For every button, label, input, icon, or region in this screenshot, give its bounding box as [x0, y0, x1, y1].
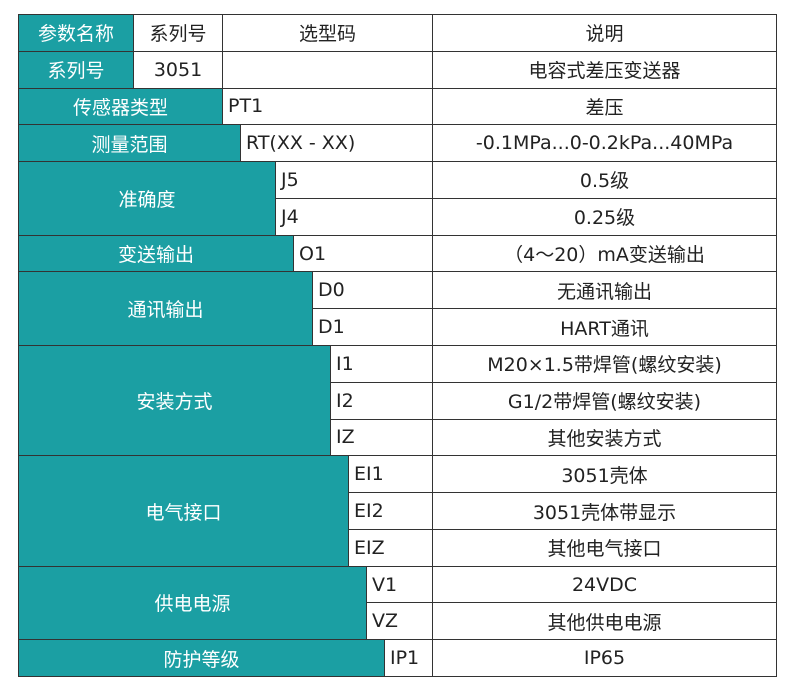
- header-cell: 说明: [432, 14, 777, 52]
- description: HART通讯: [432, 308, 777, 346]
- description: 0.5级: [432, 161, 777, 199]
- description: 3051壳体带显示: [432, 492, 777, 530]
- option-code: J4: [275, 197, 433, 236]
- param-name: 准确度: [18, 161, 276, 236]
- description: -0.1MPa...0-0.2kPa...40MPa: [432, 124, 777, 163]
- header-cell: 选型码: [222, 14, 433, 52]
- empty-cell: [222, 50, 433, 89]
- description: 差压: [432, 87, 777, 126]
- description: G1/2带焊管(螺纹安装): [432, 381, 777, 420]
- header-cell: 系列号: [133, 14, 223, 52]
- option-code: I1: [330, 345, 433, 383]
- param-name: 变送输出: [18, 234, 294, 273]
- param-name: 通讯输出: [18, 271, 313, 346]
- option-code: IZ: [330, 418, 433, 457]
- param-name: 测量范围: [18, 124, 241, 163]
- param-name: 系列号: [18, 50, 134, 89]
- param-name: 安装方式: [18, 345, 331, 457]
- description: IP65: [432, 639, 777, 678]
- description: 其他安装方式: [432, 418, 777, 457]
- option-code: D1: [312, 308, 433, 346]
- description: 3051壳体: [432, 455, 777, 494]
- description: 其他电气接口: [432, 528, 777, 567]
- option-code: J5: [275, 161, 433, 199]
- description: 无通讯输出: [432, 271, 777, 310]
- option-code: RT(XX - XX): [240, 124, 433, 163]
- option-code: EI1: [348, 455, 433, 494]
- description: 其他供电电源: [432, 602, 777, 641]
- header-cell: 参数名称: [18, 14, 134, 52]
- option-code: I2: [330, 381, 433, 420]
- option-code: EI2: [348, 492, 433, 530]
- option-code: PT1: [222, 87, 433, 126]
- description: M20×1.5带焊管(螺纹安装): [432, 345, 777, 383]
- param-name: 供电电源: [18, 565, 367, 641]
- description: 电容式差压变送器: [432, 50, 777, 89]
- param-name: 防护等级: [18, 639, 385, 678]
- option-code: D0: [312, 271, 433, 310]
- series-code: 3051: [133, 50, 223, 89]
- description: 24VDC: [432, 565, 777, 604]
- param-name: 传感器类型: [18, 87, 223, 126]
- description: （4～20）mA变送输出: [432, 234, 777, 273]
- description: 0.25级: [432, 197, 777, 236]
- option-code: V1: [366, 565, 433, 604]
- option-code: VZ: [366, 602, 433, 641]
- option-code: EIZ: [348, 528, 433, 567]
- option-code: IP1: [384, 639, 433, 678]
- param-name: 电气接口: [18, 455, 349, 567]
- option-code: O1: [293, 234, 433, 273]
